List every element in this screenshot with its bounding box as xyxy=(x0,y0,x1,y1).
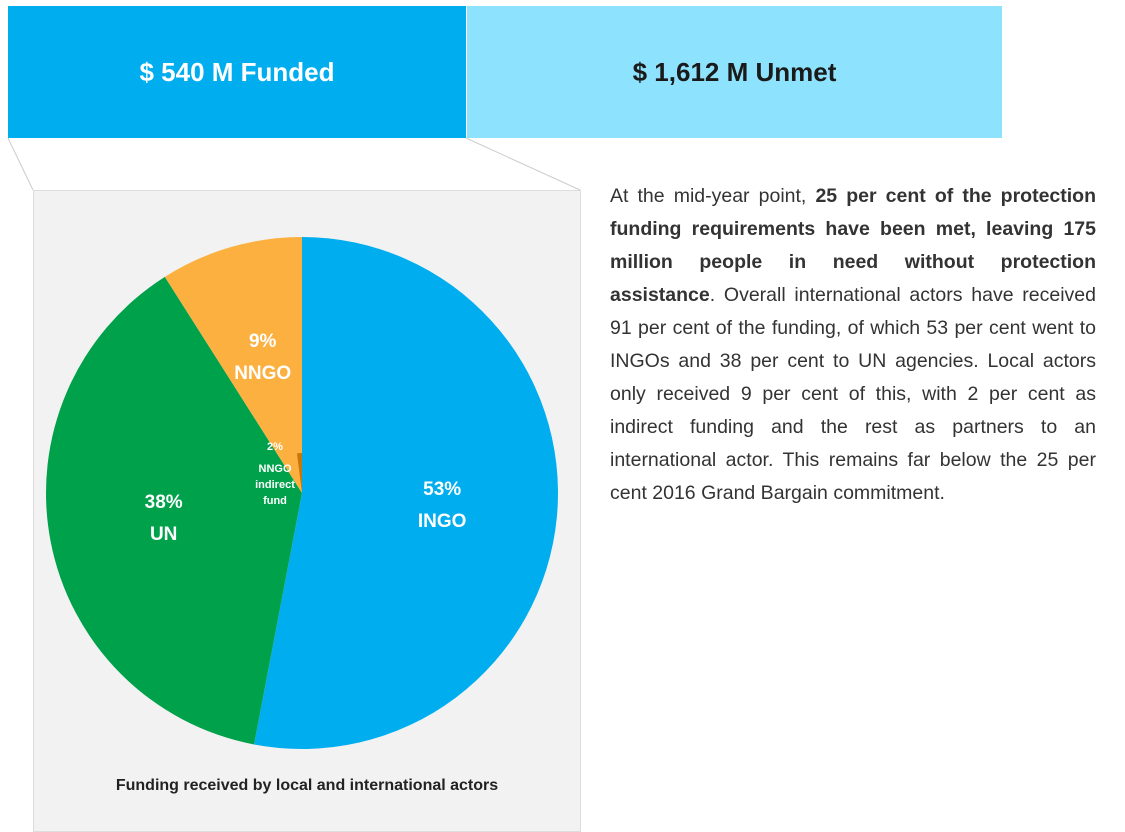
text: . Overall international actors have rece… xyxy=(610,284,1096,504)
pie-slice xyxy=(296,453,302,493)
connector xyxy=(7,137,34,191)
unmet-banner: $ 1,612 M Unmet xyxy=(467,6,1002,138)
value-label: 9% xyxy=(248,330,277,352)
value-label: 2% xyxy=(267,441,283,453)
funded-banner: $ 540 M Funded xyxy=(8,6,466,138)
chart-title: Funding received by local and internatio… xyxy=(115,777,499,794)
value-label: 38% xyxy=(144,492,183,514)
bold-text: 25 per cent of the protection funding re… xyxy=(610,185,1096,306)
connector xyxy=(465,137,581,191)
slice-label: INGO xyxy=(417,511,467,533)
paragraph: At the mid-year point, 25 per cent of th… xyxy=(610,180,1096,510)
pie-slice xyxy=(45,276,302,745)
value-label: 53% xyxy=(423,479,462,501)
slice-label: NNGO indirect fund xyxy=(255,463,295,507)
pie-slice xyxy=(254,237,559,749)
text: At the mid-year point, xyxy=(610,185,816,207)
slice-label: NNGO xyxy=(234,362,292,384)
pie-slice xyxy=(164,237,302,493)
slice-label: UN xyxy=(149,524,178,546)
